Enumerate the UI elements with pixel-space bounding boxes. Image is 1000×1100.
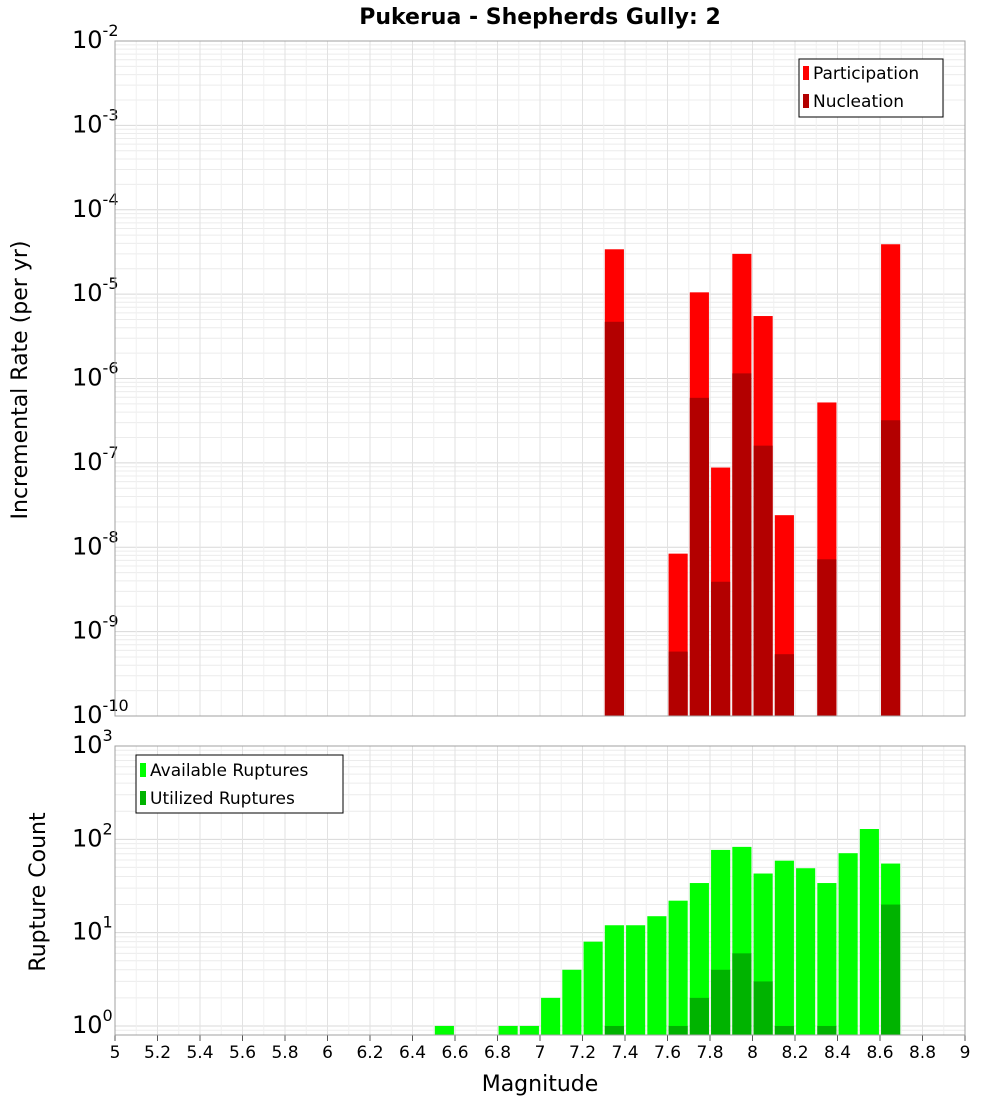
count-bar-available-ruptures — [434, 1025, 454, 1035]
rate-bar-nucleation — [604, 321, 624, 716]
count-bar-utilized-ruptures — [711, 969, 731, 1035]
available-legend-label: Available Ruptures — [150, 761, 308, 781]
count-bar-utilized-ruptures — [881, 904, 901, 1035]
count-y-tick-label: 102 — [72, 819, 113, 852]
x-tick-label: 6 — [322, 1043, 333, 1063]
count-bar-available-ruptures — [859, 828, 879, 1035]
count-panel: 100 101 102 103 5 5.2 5.4 5.6 5.8 6 6.2 6.4 6.6 6.8 7… — [26, 726, 970, 1097]
count-plot-frame — [114, 745, 966, 1036]
rate-bar-nucleation — [774, 654, 794, 716]
count-y-tick-label: 100 — [72, 1006, 113, 1039]
count-y-axis-title: Rupture Count — [26, 812, 51, 972]
x-tick-label: 6.6 — [441, 1043, 468, 1063]
count-bar-available-ruptures — [498, 1025, 518, 1035]
count-bar-available-ruptures — [774, 860, 794, 1035]
x-axis-title: Magnitude — [482, 1072, 599, 1097]
nucleation-legend-swatch — [803, 94, 809, 108]
x-tick-label: 7.2 — [569, 1043, 596, 1063]
rate-y-tick-label: 10-10 — [72, 696, 129, 729]
rate-y-ticks: 10-10 10-9 10-8 10-7 10-6 10-5 10-4 10-3 10-2 — [72, 21, 129, 729]
count-y-tick-label: 103 — [72, 726, 113, 759]
count-y-tick-label: 101 — [72, 913, 113, 946]
rate-y-tick-label: 10-3 — [72, 105, 119, 138]
rate-bar-nucleation — [668, 651, 688, 716]
rate-y-tick-label: 10-8 — [72, 527, 119, 560]
count-legend-box — [135, 754, 344, 814]
x-tick-label: 7.4 — [611, 1043, 638, 1063]
count-bar-available-ruptures — [668, 900, 688, 1035]
x-tick-label: 6.4 — [399, 1043, 426, 1063]
rate-bars — [604, 244, 901, 717]
participation-legend-label: Participation — [813, 64, 919, 84]
x-tick-label: 8.2 — [781, 1043, 808, 1063]
rate-legend-box — [798, 58, 944, 118]
rate-bar-nucleation — [817, 559, 837, 716]
count-bar-utilized-ruptures — [668, 1025, 688, 1035]
rate-y-tick-label: 10-4 — [72, 190, 119, 223]
x-tick-label: 5.2 — [144, 1043, 171, 1063]
x-tick-label: 7 — [535, 1043, 546, 1063]
count-bar-available-ruptures — [519, 1025, 539, 1035]
participation-legend-swatch — [803, 66, 809, 80]
count-bar-available-ruptures — [796, 868, 816, 1035]
count-bar-available-ruptures — [583, 941, 603, 1035]
rate-y-tick-label: 10-9 — [72, 612, 119, 645]
rate-bar-nucleation — [881, 420, 901, 716]
count-bar-available-ruptures — [689, 883, 709, 1035]
count-bar-utilized-ruptures — [604, 1025, 624, 1035]
x-tick-label: 5.8 — [271, 1043, 298, 1063]
rate-y-axis-title: Incremental Rate (per yr) — [8, 241, 33, 520]
nucleation-legend-label: Nucleation — [813, 92, 904, 112]
rate-y-tick-label: 10-5 — [72, 274, 119, 307]
magnitude-x-ticks: 5 5.2 5.4 5.6 5.8 6 6.2 6.4 6.6 6.8 7 7.2 7.4 7.6 7.8 8… — [110, 1035, 971, 1063]
rate-y-tick-label: 10-6 — [72, 359, 119, 392]
x-tick-label: 8.6 — [866, 1043, 893, 1063]
count-bar-available-ruptures — [647, 916, 667, 1035]
available-legend-swatch — [140, 763, 146, 777]
count-bar-utilized-ruptures — [732, 953, 752, 1035]
x-tick-label: 6.8 — [484, 1043, 511, 1063]
count-bar-available-ruptures — [626, 925, 646, 1035]
count-bar-available-ruptures — [604, 925, 624, 1035]
count-y-ticks: 100 101 102 103 — [72, 726, 113, 1039]
x-tick-label: 5.4 — [186, 1043, 213, 1063]
rate-panel: 10-10 10-9 10-8 10-7 10-6 10-5 10-4 10-3 10-2 In… — [8, 21, 966, 729]
x-tick-label: 8.4 — [824, 1043, 851, 1063]
x-tick-label: 8.8 — [909, 1043, 936, 1063]
rate-gridlines — [114, 41, 966, 717]
count-bar-available-ruptures — [838, 853, 858, 1035]
rate-bar-nucleation — [732, 373, 752, 716]
count-bar-available-ruptures — [541, 997, 561, 1035]
rate-y-tick-label: 10-2 — [72, 21, 119, 54]
count-legend: Available Ruptures Utilized Ruptures — [135, 754, 344, 814]
count-bar-utilized-ruptures — [774, 1025, 794, 1035]
x-tick-label: 6.2 — [356, 1043, 383, 1063]
x-tick-label: 8 — [747, 1043, 758, 1063]
x-tick-label: 7.6 — [654, 1043, 681, 1063]
rate-y-tick-label: 10-7 — [72, 443, 119, 476]
rate-legend: Participation Nucleation — [798, 58, 944, 118]
chart-title: Pukerua - Shepherds Gully: 2 — [359, 5, 721, 30]
count-bars — [434, 828, 901, 1035]
x-tick-label: 7.8 — [696, 1043, 723, 1063]
count-bar-available-ruptures — [817, 883, 837, 1035]
rate-bar-nucleation — [753, 445, 773, 716]
rate-bar-nucleation — [689, 397, 709, 716]
x-tick-label: 5.6 — [229, 1043, 256, 1063]
utilized-legend-label: Utilized Ruptures — [150, 789, 295, 809]
x-tick-label: 9 — [960, 1043, 971, 1063]
count-bar-utilized-ruptures — [689, 997, 709, 1035]
rate-plot-frame — [114, 40, 966, 717]
count-bar-available-ruptures — [562, 969, 582, 1035]
utilized-legend-swatch — [140, 791, 146, 805]
count-bar-utilized-ruptures — [753, 981, 773, 1035]
rate-bar-nucleation — [711, 581, 731, 716]
x-tick-label: 5 — [110, 1043, 121, 1063]
count-bar-utilized-ruptures — [817, 1025, 837, 1035]
